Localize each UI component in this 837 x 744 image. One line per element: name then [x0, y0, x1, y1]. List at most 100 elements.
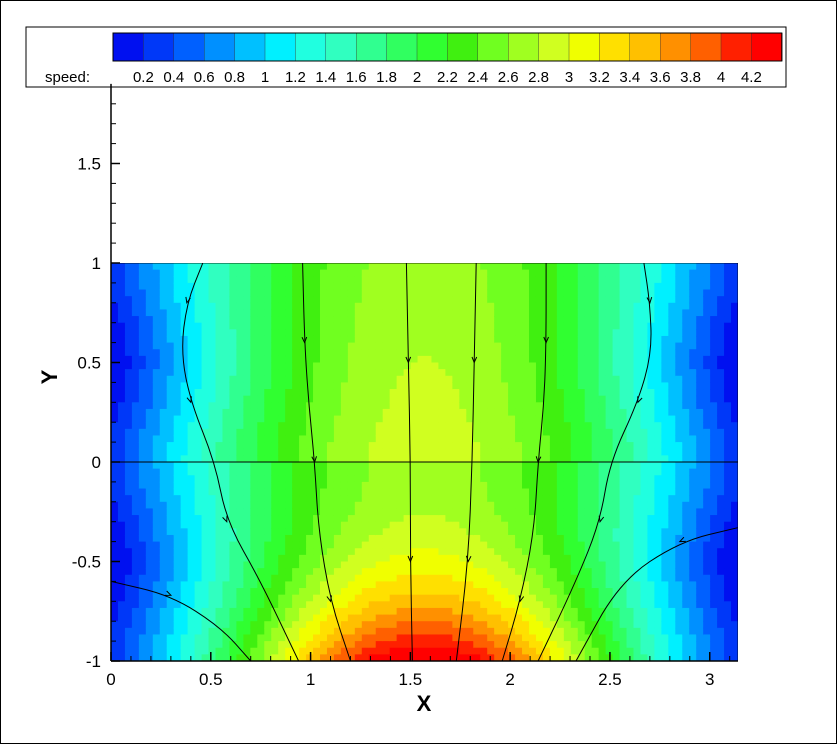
field-cell	[326, 408, 335, 417]
field-cell	[410, 581, 419, 589]
field-cell	[313, 548, 321, 556]
field-cell	[626, 594, 635, 602]
field-cell	[661, 428, 669, 437]
field-cell	[410, 329, 419, 337]
field-cell	[236, 269, 244, 277]
field-cell	[494, 382, 502, 390]
field-cell	[124, 422, 133, 430]
field-cell	[473, 302, 481, 311]
field-cell	[605, 548, 614, 556]
field-cell	[529, 282, 537, 291]
field-cell	[313, 408, 321, 417]
field-cell	[459, 309, 467, 317]
field-cell	[403, 389, 412, 397]
field-cell	[508, 335, 516, 344]
field-cell	[229, 495, 237, 503]
field-cell	[431, 588, 440, 596]
field-cell	[285, 362, 293, 370]
field-cell	[117, 276, 126, 284]
field-cell	[396, 481, 405, 490]
field-cell	[187, 634, 196, 642]
field-cell	[480, 561, 488, 569]
field-cell	[508, 548, 516, 556]
field-cell	[117, 621, 126, 629]
field-cell	[326, 568, 335, 576]
field-cell	[675, 375, 683, 383]
field-cell	[682, 296, 690, 304]
field-cell	[340, 375, 349, 383]
field-cell	[194, 627, 203, 636]
field-cell	[264, 574, 272, 582]
field-cell	[313, 289, 321, 297]
field-cell	[306, 481, 314, 490]
field-cell	[501, 468, 509, 476]
field-cell	[208, 548, 217, 556]
field-cell	[403, 588, 412, 596]
field-cell	[180, 455, 189, 463]
field-cell	[466, 322, 474, 330]
field-cell	[313, 282, 321, 291]
field-cell	[452, 634, 460, 642]
field-cell	[535, 541, 544, 549]
field-cell	[633, 554, 642, 563]
field-cell	[278, 561, 286, 569]
field-cell	[354, 389, 363, 397]
field-cell	[208, 408, 217, 417]
field-cell	[138, 515, 147, 523]
field-cell	[361, 515, 370, 523]
field-cell	[375, 488, 384, 496]
field-cell	[612, 468, 621, 476]
field-cell	[445, 654, 453, 661]
field-cell	[208, 362, 217, 370]
field-cell	[487, 495, 495, 503]
field-cell	[459, 554, 467, 563]
field-cell	[208, 296, 217, 304]
field-cell	[285, 389, 293, 397]
field-cell	[584, 621, 593, 629]
field-cell	[382, 269, 391, 277]
field-cell	[417, 627, 426, 636]
legend-label: 3.6	[650, 69, 671, 86]
field-cell	[152, 382, 161, 390]
field-cell	[612, 481, 621, 490]
field-cell	[152, 534, 161, 543]
field-cell	[487, 316, 495, 324]
field-cell	[306, 269, 314, 277]
field-cell	[117, 495, 126, 503]
field-cell	[438, 568, 446, 576]
field-cell	[389, 316, 398, 324]
field-cell	[208, 289, 217, 297]
field-cell	[515, 369, 523, 377]
field-cell	[180, 488, 189, 496]
field-cell	[396, 435, 405, 443]
field-cell	[529, 574, 537, 582]
field-cell	[591, 468, 600, 476]
field-cell	[661, 641, 669, 649]
field-cell	[542, 442, 551, 450]
field-cell	[187, 322, 196, 330]
field-cell	[375, 654, 384, 661]
field-cell	[257, 289, 265, 297]
field-cell	[173, 269, 182, 277]
field-cell	[389, 402, 398, 410]
field-cell	[410, 362, 419, 370]
field-cell	[396, 588, 405, 596]
field-cell	[180, 276, 189, 284]
field-cell	[480, 488, 488, 496]
field-cell	[375, 342, 384, 350]
field-cell	[598, 269, 607, 277]
field-cell	[229, 296, 237, 304]
field-cell	[250, 528, 258, 536]
field-cell	[166, 488, 175, 496]
field-cell	[271, 627, 279, 636]
field-cell	[326, 581, 335, 589]
field-cell	[382, 561, 391, 569]
field-cell	[124, 335, 133, 344]
field-cell	[159, 515, 168, 523]
field-cell	[494, 495, 502, 503]
field-cell	[271, 561, 279, 569]
field-cell	[542, 269, 551, 277]
field-cell	[201, 322, 210, 330]
field-cell	[675, 481, 683, 490]
field-cell	[487, 402, 495, 410]
